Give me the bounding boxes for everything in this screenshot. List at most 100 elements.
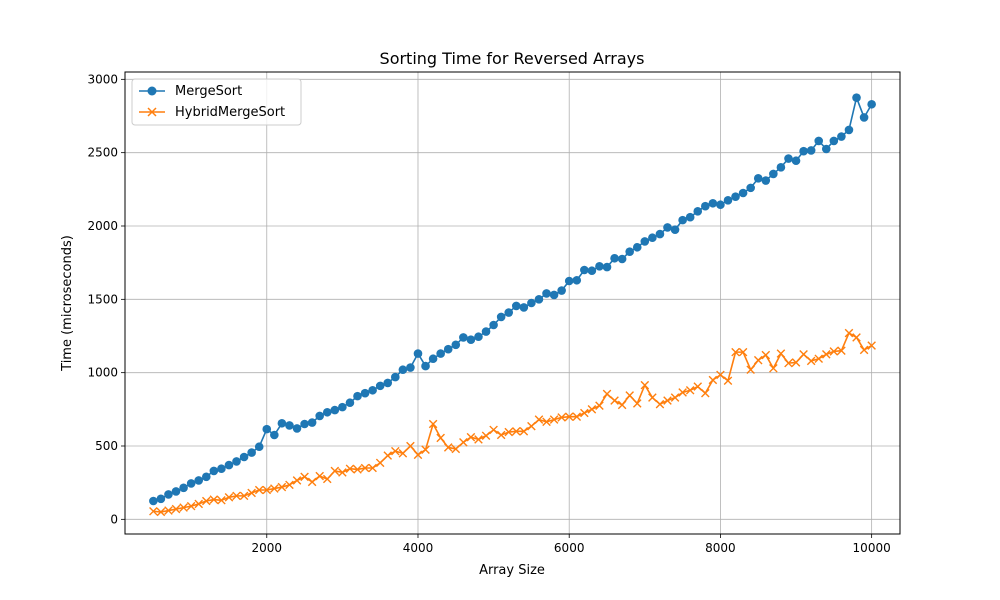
data-point-hybridmergesort bbox=[806, 356, 816, 366]
data-point-hybridmergesort bbox=[701, 388, 710, 398]
data-point-hybridmergesort bbox=[852, 333, 861, 342]
data-point-mergesort bbox=[270, 430, 279, 440]
data-point-mergesort bbox=[156, 494, 166, 504]
data-point-hybridmergesort bbox=[791, 358, 801, 367]
data-point-hybridmergesort bbox=[398, 449, 408, 458]
data-point-hybridmergesort bbox=[179, 503, 188, 512]
series-layer bbox=[149, 93, 876, 517]
data-point-hybridmergesort bbox=[459, 438, 468, 447]
data-point-mergesort bbox=[693, 207, 703, 216]
data-point-hybridmergesort bbox=[595, 401, 604, 410]
data-point-mergesort bbox=[224, 460, 234, 470]
data-point-hybridmergesort bbox=[799, 350, 808, 359]
data-point-mergesort bbox=[330, 405, 340, 415]
data-point-hybridmergesort bbox=[693, 382, 703, 391]
data-point-hybridmergesort bbox=[421, 445, 430, 454]
data-point-hybridmergesort bbox=[867, 341, 876, 350]
data-point-mergesort bbox=[580, 265, 589, 275]
data-point-hybridmergesort bbox=[285, 480, 294, 490]
data-point-hybridmergesort bbox=[481, 431, 491, 441]
legend-marker-hybridmergesort bbox=[147, 107, 157, 117]
data-point-hybridmergesort bbox=[254, 485, 264, 495]
data-point-hybridmergesort bbox=[443, 443, 453, 452]
grid bbox=[125, 72, 900, 534]
x-tick-label: 4000 bbox=[403, 541, 434, 555]
data-point-hybridmergesort bbox=[292, 476, 302, 485]
data-point-mergesort bbox=[186, 479, 196, 488]
data-point-mergesort bbox=[761, 176, 771, 185]
data-point-hybridmergesort bbox=[375, 458, 385, 468]
data-point-hybridmergesort bbox=[761, 350, 771, 360]
data-point-hybridmergesort bbox=[776, 349, 786, 358]
data-point-hybridmergesort bbox=[572, 412, 582, 421]
data-point-hybridmergesort bbox=[262, 485, 272, 495]
data-point-mergesort bbox=[459, 333, 468, 342]
data-point-mergesort bbox=[625, 247, 634, 256]
data-point-hybridmergesort bbox=[746, 365, 755, 375]
data-point-mergesort bbox=[315, 411, 324, 421]
data-point-hybridmergesort bbox=[391, 446, 400, 456]
data-point-hybridmergesort bbox=[156, 507, 166, 517]
data-point-hybridmergesort bbox=[587, 405, 597, 414]
data-point-hybridmergesort bbox=[436, 433, 445, 443]
data-point-mergesort bbox=[300, 419, 309, 429]
data-point-mergesort bbox=[345, 398, 355, 408]
data-point-mergesort bbox=[791, 156, 801, 166]
y-tick-label: 0 bbox=[110, 512, 118, 526]
data-point-mergesort bbox=[307, 418, 317, 427]
data-point-mergesort bbox=[799, 146, 808, 156]
data-point-mergesort bbox=[171, 487, 181, 496]
data-point-hybridmergesort bbox=[345, 464, 355, 474]
data-point-mergesort bbox=[247, 448, 256, 457]
y-tick-label: 2000 bbox=[87, 219, 118, 233]
data-point-mergesort bbox=[640, 237, 650, 246]
data-point-mergesort bbox=[708, 198, 718, 208]
data-point-mergesort bbox=[738, 188, 748, 198]
data-point-hybridmergesort bbox=[617, 400, 627, 410]
data-point-mergesort bbox=[201, 472, 211, 482]
data-point-mergesort bbox=[731, 192, 740, 201]
data-point-mergesort bbox=[806, 146, 816, 155]
data-point-mergesort bbox=[617, 254, 627, 264]
data-point-hybridmergesort bbox=[360, 463, 370, 473]
data-point-mergesort bbox=[784, 154, 793, 163]
data-point-mergesort bbox=[232, 457, 241, 466]
data-point-mergesort bbox=[421, 361, 430, 371]
data-point-mergesort bbox=[859, 113, 869, 122]
data-point-mergesort bbox=[149, 496, 158, 506]
data-point-mergesort bbox=[602, 262, 612, 272]
data-point-mergesort bbox=[217, 464, 226, 474]
data-point-mergesort bbox=[406, 363, 415, 372]
data-point-hybridmergesort bbox=[474, 435, 483, 444]
data-point-hybridmergesort bbox=[663, 396, 672, 405]
data-point-mergesort bbox=[685, 212, 695, 222]
data-point-mergesort bbox=[164, 490, 173, 499]
data-point-hybridmergesort bbox=[307, 477, 317, 487]
data-point-hybridmergesort bbox=[194, 499, 204, 509]
data-point-mergesort bbox=[701, 201, 710, 211]
data-point-mergesort bbox=[436, 349, 445, 358]
data-point-mergesort bbox=[610, 253, 619, 263]
data-point-hybridmergesort bbox=[511, 427, 521, 436]
data-point-hybridmergesort bbox=[753, 355, 763, 365]
data-point-hybridmergesort bbox=[270, 484, 279, 493]
chart-title: Sorting Time for Reversed Arrays bbox=[380, 49, 645, 68]
data-point-hybridmergesort bbox=[519, 427, 529, 436]
data-point-mergesort bbox=[837, 132, 846, 141]
data-point-mergesort bbox=[549, 290, 559, 300]
data-point-mergesort bbox=[814, 136, 824, 146]
y-tick-label: 1500 bbox=[87, 292, 118, 306]
data-point-mergesort bbox=[209, 466, 219, 476]
data-point-mergesort bbox=[383, 378, 393, 388]
plot-frame bbox=[124, 71, 901, 535]
data-point-hybridmergesort bbox=[201, 496, 211, 506]
data-point-mergesort bbox=[829, 136, 839, 146]
data-point-mergesort bbox=[753, 174, 763, 183]
data-point-mergesort bbox=[322, 407, 332, 417]
data-point-mergesort bbox=[285, 421, 294, 430]
data-point-mergesort bbox=[557, 286, 566, 295]
x-axis-label: Array Size bbox=[479, 563, 545, 578]
data-point-hybridmergesort bbox=[217, 495, 226, 505]
data-point-mergesort bbox=[723, 196, 733, 205]
